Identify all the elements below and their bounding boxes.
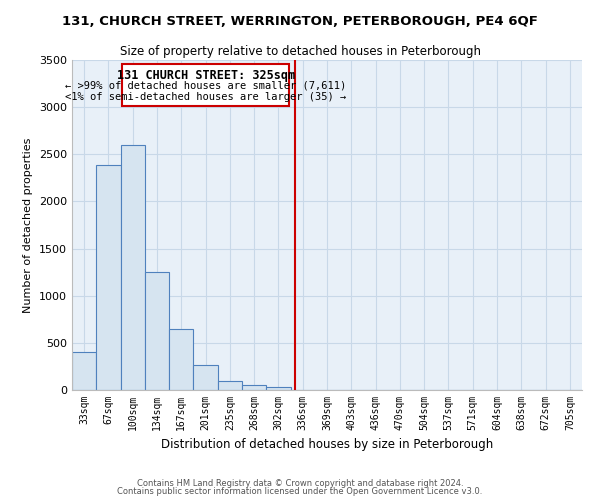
Bar: [121, 145, 145, 390]
Bar: [169, 328, 193, 390]
Text: <1% of semi-detached houses are larger (35) →: <1% of semi-detached houses are larger (…: [65, 92, 346, 102]
Bar: [193, 366, 218, 390]
Text: Size of property relative to detached houses in Peterborough: Size of property relative to detached ho…: [119, 45, 481, 58]
Bar: [145, 272, 169, 390]
Bar: [96, 164, 121, 390]
Bar: [218, 380, 242, 390]
Text: 131 CHURCH STREET: 325sqm: 131 CHURCH STREET: 325sqm: [116, 70, 295, 82]
Bar: [72, 352, 96, 390]
X-axis label: Distribution of detached houses by size in Peterborough: Distribution of detached houses by size …: [161, 438, 493, 452]
Text: Contains public sector information licensed under the Open Government Licence v3: Contains public sector information licen…: [118, 487, 482, 496]
FancyBboxPatch shape: [122, 64, 289, 106]
Text: 131, CHURCH STREET, WERRINGTON, PETERBOROUGH, PE4 6QF: 131, CHURCH STREET, WERRINGTON, PETERBOR…: [62, 15, 538, 28]
Bar: [242, 386, 266, 390]
Text: Contains HM Land Registry data © Crown copyright and database right 2024.: Contains HM Land Registry data © Crown c…: [137, 478, 463, 488]
Text: ← >99% of detached houses are smaller (7,611): ← >99% of detached houses are smaller (7…: [65, 80, 346, 90]
Y-axis label: Number of detached properties: Number of detached properties: [23, 138, 34, 312]
Bar: [266, 387, 290, 390]
